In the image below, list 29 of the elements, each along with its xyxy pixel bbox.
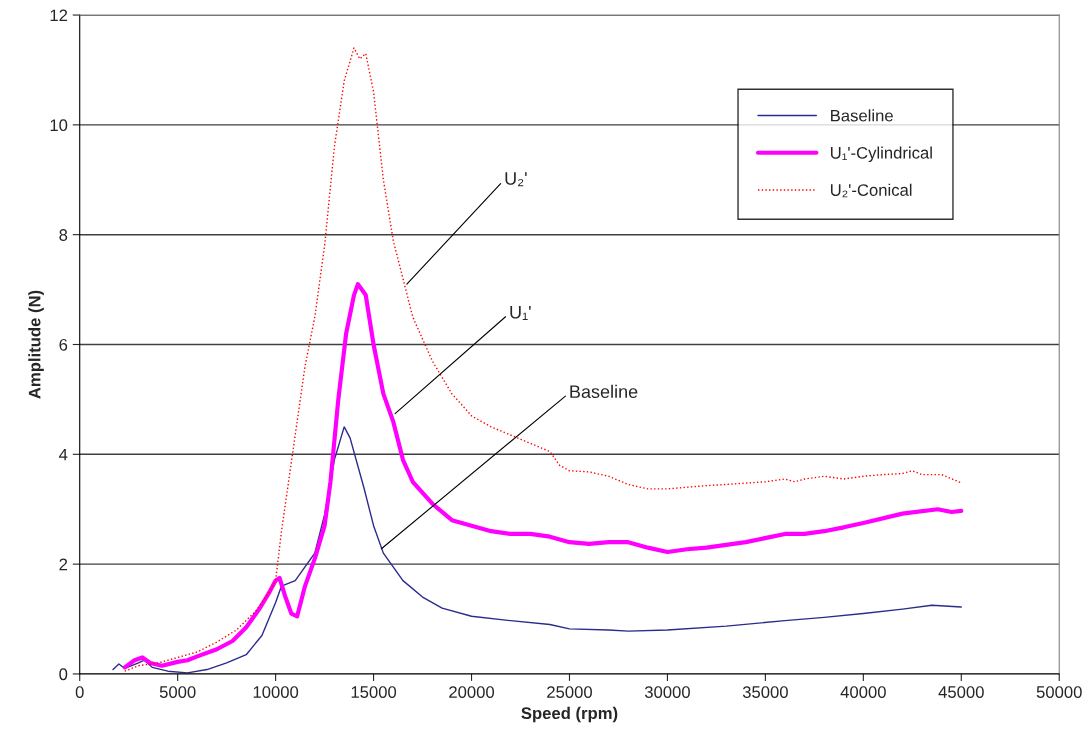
x-tick-label: 25000: [547, 686, 592, 698]
y-tick-label: 2: [59, 558, 68, 571]
y-tick-label: 8: [59, 229, 68, 241]
legend-label: U₂'-Conical: [830, 183, 912, 198]
x-tick-label: 15000: [351, 686, 397, 698]
x-tick-label: 20000: [449, 686, 495, 698]
x-tick-label: 0: [75, 686, 84, 698]
x-tick-label: 30000: [644, 686, 690, 698]
annotation: U₂': [505, 172, 527, 187]
x-tick-label: 10000: [253, 686, 299, 698]
line-series: [112, 426, 962, 674]
y-tick-label: 12: [50, 9, 68, 22]
y-tick-label: 6: [59, 338, 68, 351]
x-tick-label: 50000: [1036, 686, 1082, 698]
legend-label: Baseline: [831, 109, 893, 122]
y-axis-title: Amplitude (N): [28, 290, 44, 399]
x-tick-label: 5000: [159, 686, 196, 698]
legend-label: U₁'-Cylindrical: [830, 146, 932, 163]
y-tick-label: 0: [59, 668, 68, 681]
line-series: [122, 282, 964, 670]
x-tick-label: 35000: [742, 686, 788, 698]
x-axis-title: Speed (rpm): [521, 706, 618, 723]
y-tick-label: 4: [59, 448, 68, 461]
annotation: U₁': [510, 305, 531, 320]
line-series: [124, 47, 962, 672]
x-tick-label: 40000: [840, 686, 886, 698]
x-tick-label: 45000: [938, 686, 984, 698]
y-tick-label: 10: [50, 119, 68, 132]
annotation: Baseline: [570, 384, 638, 399]
